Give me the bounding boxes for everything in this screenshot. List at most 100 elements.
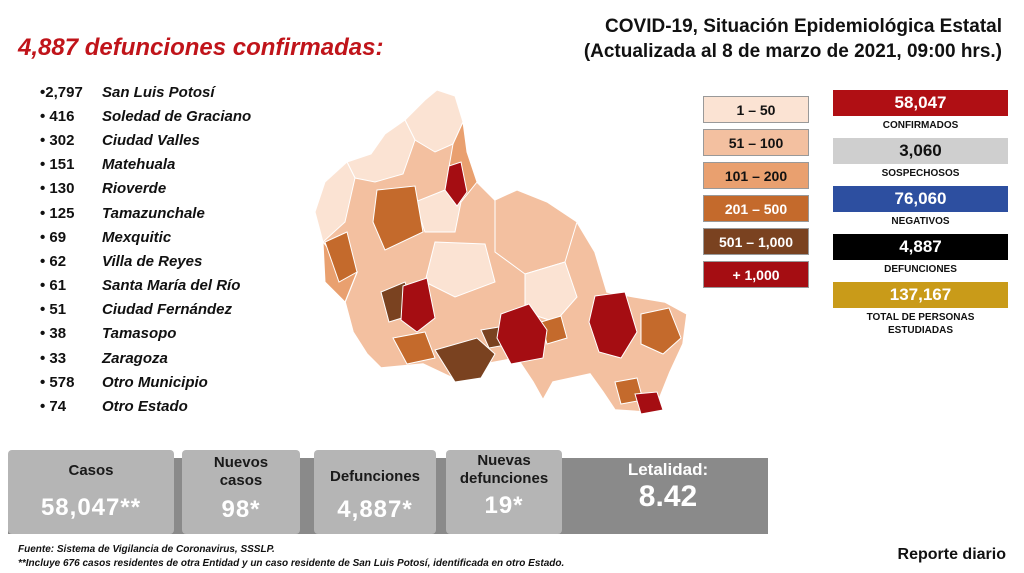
region: [634, 391, 664, 415]
letalidad: Letalidad: 8.42: [568, 460, 768, 514]
region: [588, 291, 638, 359]
nuevos-casos-label: Nuevos casos: [213, 454, 269, 489]
defunciones-label: Defunciones: [329, 468, 420, 485]
state-map: [314, 89, 688, 415]
death-count: • 151: [40, 156, 75, 174]
casos-card: Casos 58,047**: [8, 450, 174, 534]
stat-block: 58,047 CONFIRMADOS: [833, 90, 1008, 132]
stat-value: 76,060: [833, 186, 1008, 212]
death-row: • 151 Matehuala: [40, 153, 251, 177]
municipality-name: Soledad de Graciano: [102, 107, 252, 125]
region: [400, 277, 436, 333]
nuevas-defunciones-value: 19*: [484, 492, 524, 519]
stat-block: 3,060 SOSPECHOSOS: [833, 138, 1008, 180]
death-count: • 578: [40, 373, 75, 391]
death-count: • 51: [40, 301, 67, 319]
title-line-1: COVID-19, Situación Epidemiológica Estat…: [605, 16, 1002, 37]
stat-label: NEGATIVOS: [891, 216, 950, 227]
death-row: • 38 Tamasopo: [40, 322, 251, 346]
stat-value: 4,887: [833, 234, 1008, 260]
region: [640, 307, 682, 355]
casos-value: 58,047**: [40, 494, 142, 521]
nuevos-casos-card: Nuevos casos 98*: [182, 450, 300, 534]
municipality-name: Rioverde: [102, 180, 167, 198]
municipality-name: Ciudad Valles: [102, 131, 200, 149]
death-row: • 130 Rioverde: [40, 177, 251, 201]
region: [372, 185, 424, 251]
region: [444, 161, 468, 207]
stat-value: 58,047: [833, 90, 1008, 116]
legend-item: 501 – 1,000: [703, 228, 809, 255]
municipality-name: Ciudad Fernández: [102, 301, 233, 319]
summary-bar: Casos 58,047** Nuevos casos 98* Defuncio…: [8, 450, 768, 536]
stat-block: 137,167 TOTAL DE PERSONAS ESTUDIADAS: [833, 282, 1008, 337]
region: [346, 119, 416, 183]
stat-block: 4,887 DEFUNCIONES: [833, 234, 1008, 276]
legend-item: 51 – 100: [703, 129, 809, 156]
legend-item: 1 – 50: [703, 96, 809, 123]
casos-label: Casos: [68, 462, 114, 479]
nuevas-defunciones-label: Nuevas defunciones: [459, 452, 549, 487]
stat-label: CONFIRMADOS: [882, 120, 959, 131]
nuevas-defunciones-card: Nuevas defunciones 19*: [446, 450, 562, 534]
stat-value: 137,167: [833, 282, 1008, 308]
death-row: • 125 Tamazunchale: [40, 201, 251, 225]
death-count: • 33: [40, 349, 67, 367]
municipality-name: Villa de Reyes: [102, 252, 203, 270]
death-count: • 62: [40, 252, 67, 270]
municipality-name: San Luis Potosí: [102, 83, 215, 101]
municipality-name: Santa María del Río: [102, 277, 241, 295]
death-count: • 302: [40, 131, 75, 149]
deaths-list: •2,797 San Luis Potosí • 416 Soledad de Gra…: [40, 80, 251, 419]
death-count: • 130: [40, 180, 75, 198]
region: [434, 337, 496, 383]
municipality-name: Mexquitic: [102, 228, 172, 246]
municipality-name: Otro Municipio: [102, 373, 208, 391]
death-count: • 61: [40, 277, 67, 295]
title-line-2: (Actualizada al 8 de marzo de 2021, 09:0…: [583, 41, 1002, 62]
page-title: COVID-19, Situación Epidemiológica Estat…: [584, 14, 1002, 64]
death-count: • 125: [40, 204, 75, 222]
death-row: • 74 Otro Estado: [40, 394, 251, 418]
region: [324, 231, 358, 283]
death-row: • 302 Ciudad Valles: [40, 128, 251, 152]
municipality-name: Tamazunchale: [102, 204, 205, 222]
region: [496, 303, 548, 365]
death-row: • 51 Ciudad Fernández: [40, 298, 251, 322]
footer-source: Fuente: Sistema de Vigilancia de Coronav…: [18, 544, 275, 555]
footer: Fuente: Sistema de Vigilancia de Coronav…: [18, 543, 564, 571]
death-row: • 62 Villa de Reyes: [40, 249, 251, 273]
letalidad-value: 8.42: [638, 480, 698, 513]
death-row: • 61 Santa María del Río: [40, 274, 251, 298]
death-row: • 69 Mexquitic: [40, 225, 251, 249]
stats-panel: 58,047 CONFIRMADOS 3,060 SOSPECHOSOS 76,060 N…: [833, 90, 1008, 343]
headline: 4,887 defunciones confirmadas:: [18, 34, 384, 61]
death-row: • 33 Zaragoza: [40, 346, 251, 370]
stat-value: 3,060: [833, 138, 1008, 164]
nuevos-casos-value: 98*: [221, 496, 261, 523]
death-row: •2,797 San Luis Potosí: [40, 80, 251, 104]
death-count: •2,797: [40, 83, 83, 101]
death-count: • 416: [40, 107, 75, 125]
defunciones-card: Defunciones 4,887*: [314, 450, 436, 534]
death-count: • 74: [40, 398, 67, 416]
legend-item: 101 – 200: [703, 162, 809, 189]
stat-label: DEFUNCIONES: [884, 264, 957, 275]
region: [392, 331, 436, 365]
region: [494, 189, 578, 275]
municipality-name: Otro Estado: [102, 398, 188, 416]
stat-label: TOTAL DE PERSONAS ESTUDIADAS: [866, 312, 975, 336]
municipality-name: Zaragoza: [102, 349, 168, 367]
municipality-name: Tamasopo: [102, 325, 177, 343]
letalidad-label: Letalidad:: [627, 460, 709, 479]
stat-label: SOSPECHOSOS: [881, 168, 960, 179]
death-count: • 69: [40, 228, 67, 246]
footer-note: **Incluye 676 casos residentes de otra E…: [18, 558, 565, 569]
defunciones-value: 4,887*: [337, 496, 413, 523]
municipality-name: Matehuala: [102, 156, 176, 174]
report-label: Reporte diario: [897, 546, 1006, 563]
region: [424, 241, 496, 298]
stat-block: 76,060 NEGATIVOS: [833, 186, 1008, 228]
death-row: • 416 Soledad de Graciano: [40, 104, 251, 128]
death-row: • 578 Otro Municipio: [40, 370, 251, 394]
